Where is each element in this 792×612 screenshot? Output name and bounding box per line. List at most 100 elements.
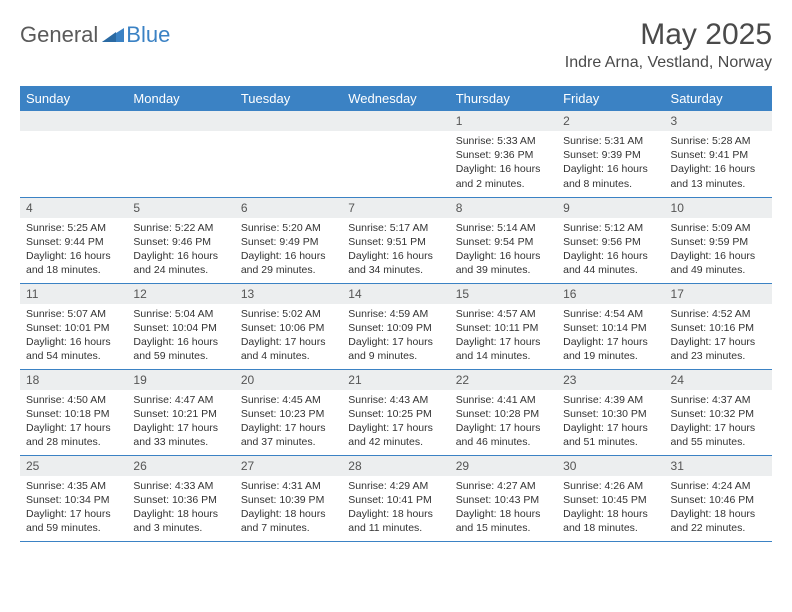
- day-cell: [342, 111, 449, 197]
- location-label: Indre Arna, Vestland, Norway: [565, 54, 772, 72]
- day-body: Sunrise: 4:27 AMSunset: 10:43 PMDaylight…: [450, 476, 557, 540]
- table-row: 4Sunrise: 5:25 AMSunset: 9:44 PMDaylight…: [20, 197, 772, 283]
- day-cell: 25Sunrise: 4:35 AMSunset: 10:34 PMDaylig…: [20, 455, 127, 541]
- table-row: 25Sunrise: 4:35 AMSunset: 10:34 PMDaylig…: [20, 455, 772, 541]
- day-cell: 26Sunrise: 4:33 AMSunset: 10:36 PMDaylig…: [127, 455, 234, 541]
- day-cell: 12Sunrise: 5:04 AMSunset: 10:04 PMDaylig…: [127, 283, 234, 369]
- logo-text-blue: Blue: [126, 22, 170, 48]
- logo-triangle-icon: [102, 24, 124, 47]
- day-number: 14: [342, 284, 449, 304]
- day-cell: 16Sunrise: 4:54 AMSunset: 10:14 PMDaylig…: [557, 283, 664, 369]
- day-number: 29: [450, 456, 557, 476]
- day-cell: 28Sunrise: 4:29 AMSunset: 10:41 PMDaylig…: [342, 455, 449, 541]
- day-body: Sunrise: 4:43 AMSunset: 10:25 PMDaylight…: [342, 390, 449, 454]
- day-body: Sunrise: 4:31 AMSunset: 10:39 PMDaylight…: [235, 476, 342, 540]
- day-number: 27: [235, 456, 342, 476]
- day-body: Sunrise: 4:33 AMSunset: 10:36 PMDaylight…: [127, 476, 234, 540]
- day-number: 5: [127, 198, 234, 218]
- day-body: Sunrise: 5:07 AMSunset: 10:01 PMDaylight…: [20, 304, 127, 368]
- day-number: 24: [665, 370, 772, 390]
- day-body: Sunrise: 5:12 AMSunset: 9:56 PMDaylight:…: [557, 218, 664, 282]
- day-number: [235, 111, 342, 131]
- day-cell: [235, 111, 342, 197]
- day-number: 8: [450, 198, 557, 218]
- day-cell: 31Sunrise: 4:24 AMSunset: 10:46 PMDaylig…: [665, 455, 772, 541]
- day-cell: [20, 111, 127, 197]
- day-cell: 6Sunrise: 5:20 AMSunset: 9:49 PMDaylight…: [235, 197, 342, 283]
- weekday-header: Wednesday: [342, 86, 449, 111]
- day-number: 30: [557, 456, 664, 476]
- day-body: Sunrise: 5:09 AMSunset: 9:59 PMDaylight:…: [665, 218, 772, 282]
- day-number: 22: [450, 370, 557, 390]
- day-cell: 29Sunrise: 4:27 AMSunset: 10:43 PMDaylig…: [450, 455, 557, 541]
- day-number: 26: [127, 456, 234, 476]
- weekday-header: Friday: [557, 86, 664, 111]
- weekday-header: Saturday: [665, 86, 772, 111]
- day-number: 1: [450, 111, 557, 131]
- day-body: Sunrise: 4:39 AMSunset: 10:30 PMDaylight…: [557, 390, 664, 454]
- day-body: Sunrise: 4:37 AMSunset: 10:32 PMDaylight…: [665, 390, 772, 454]
- day-body: Sunrise: 5:31 AMSunset: 9:39 PMDaylight:…: [557, 131, 664, 195]
- day-cell: 5Sunrise: 5:22 AMSunset: 9:46 PMDaylight…: [127, 197, 234, 283]
- day-cell: 8Sunrise: 5:14 AMSunset: 9:54 PMDaylight…: [450, 197, 557, 283]
- day-cell: 17Sunrise: 4:52 AMSunset: 10:16 PMDaylig…: [665, 283, 772, 369]
- day-number: 4: [20, 198, 127, 218]
- day-number: 13: [235, 284, 342, 304]
- day-body: Sunrise: 5:28 AMSunset: 9:41 PMDaylight:…: [665, 131, 772, 195]
- day-cell: 15Sunrise: 4:57 AMSunset: 10:11 PMDaylig…: [450, 283, 557, 369]
- weekday-header: Tuesday: [235, 86, 342, 111]
- day-body: Sunrise: 5:17 AMSunset: 9:51 PMDaylight:…: [342, 218, 449, 282]
- day-body: Sunrise: 4:45 AMSunset: 10:23 PMDaylight…: [235, 390, 342, 454]
- day-number: 9: [557, 198, 664, 218]
- day-cell: 1Sunrise: 5:33 AMSunset: 9:36 PMDaylight…: [450, 111, 557, 197]
- day-number: 19: [127, 370, 234, 390]
- logo: General Blue: [20, 22, 170, 48]
- day-body: Sunrise: 5:14 AMSunset: 9:54 PMDaylight:…: [450, 218, 557, 282]
- day-body: Sunrise: 5:33 AMSunset: 9:36 PMDaylight:…: [450, 131, 557, 195]
- weekday-header: Monday: [127, 86, 234, 111]
- day-body: Sunrise: 5:22 AMSunset: 9:46 PMDaylight:…: [127, 218, 234, 282]
- day-cell: 11Sunrise: 5:07 AMSunset: 10:01 PMDaylig…: [20, 283, 127, 369]
- calendar-table: SundayMondayTuesdayWednesdayThursdayFrid…: [20, 86, 772, 542]
- calendar-head: SundayMondayTuesdayWednesdayThursdayFrid…: [20, 86, 772, 111]
- day-cell: 2Sunrise: 5:31 AMSunset: 9:39 PMDaylight…: [557, 111, 664, 197]
- day-number: [342, 111, 449, 131]
- day-body: Sunrise: 4:50 AMSunset: 10:18 PMDaylight…: [20, 390, 127, 454]
- day-cell: 21Sunrise: 4:43 AMSunset: 10:25 PMDaylig…: [342, 369, 449, 455]
- table-row: 18Sunrise: 4:50 AMSunset: 10:18 PMDaylig…: [20, 369, 772, 455]
- day-cell: 23Sunrise: 4:39 AMSunset: 10:30 PMDaylig…: [557, 369, 664, 455]
- day-cell: 20Sunrise: 4:45 AMSunset: 10:23 PMDaylig…: [235, 369, 342, 455]
- day-body: Sunrise: 4:26 AMSunset: 10:45 PMDaylight…: [557, 476, 664, 540]
- day-number: [20, 111, 127, 131]
- day-number: 6: [235, 198, 342, 218]
- day-cell: 18Sunrise: 4:50 AMSunset: 10:18 PMDaylig…: [20, 369, 127, 455]
- day-cell: 13Sunrise: 5:02 AMSunset: 10:06 PMDaylig…: [235, 283, 342, 369]
- day-cell: 4Sunrise: 5:25 AMSunset: 9:44 PMDaylight…: [20, 197, 127, 283]
- page-header: General Blue May 2025 Indre Arna, Vestla…: [20, 18, 772, 72]
- day-number: 28: [342, 456, 449, 476]
- day-number: 15: [450, 284, 557, 304]
- day-number: 12: [127, 284, 234, 304]
- day-number: 20: [235, 370, 342, 390]
- title-block: May 2025 Indre Arna, Vestland, Norway: [565, 18, 772, 72]
- day-cell: 22Sunrise: 4:41 AMSunset: 10:28 PMDaylig…: [450, 369, 557, 455]
- logo-text-general: General: [20, 22, 98, 48]
- day-cell: 9Sunrise: 5:12 AMSunset: 9:56 PMDaylight…: [557, 197, 664, 283]
- day-body: Sunrise: 4:47 AMSunset: 10:21 PMDaylight…: [127, 390, 234, 454]
- day-cell: 19Sunrise: 4:47 AMSunset: 10:21 PMDaylig…: [127, 369, 234, 455]
- day-body: Sunrise: 4:24 AMSunset: 10:46 PMDaylight…: [665, 476, 772, 540]
- day-body: Sunrise: 4:35 AMSunset: 10:34 PMDaylight…: [20, 476, 127, 540]
- day-body: Sunrise: 4:52 AMSunset: 10:16 PMDaylight…: [665, 304, 772, 368]
- day-number: 17: [665, 284, 772, 304]
- day-number: 10: [665, 198, 772, 218]
- day-body: Sunrise: 5:25 AMSunset: 9:44 PMDaylight:…: [20, 218, 127, 282]
- month-title: May 2025: [565, 18, 772, 52]
- day-body: Sunrise: 5:20 AMSunset: 9:49 PMDaylight:…: [235, 218, 342, 282]
- day-cell: 7Sunrise: 5:17 AMSunset: 9:51 PMDaylight…: [342, 197, 449, 283]
- day-body: Sunrise: 4:29 AMSunset: 10:41 PMDaylight…: [342, 476, 449, 540]
- day-number: 2: [557, 111, 664, 131]
- day-number: 11: [20, 284, 127, 304]
- day-number: 16: [557, 284, 664, 304]
- day-number: 7: [342, 198, 449, 218]
- calendar-body: 1Sunrise: 5:33 AMSunset: 9:36 PMDaylight…: [20, 111, 772, 541]
